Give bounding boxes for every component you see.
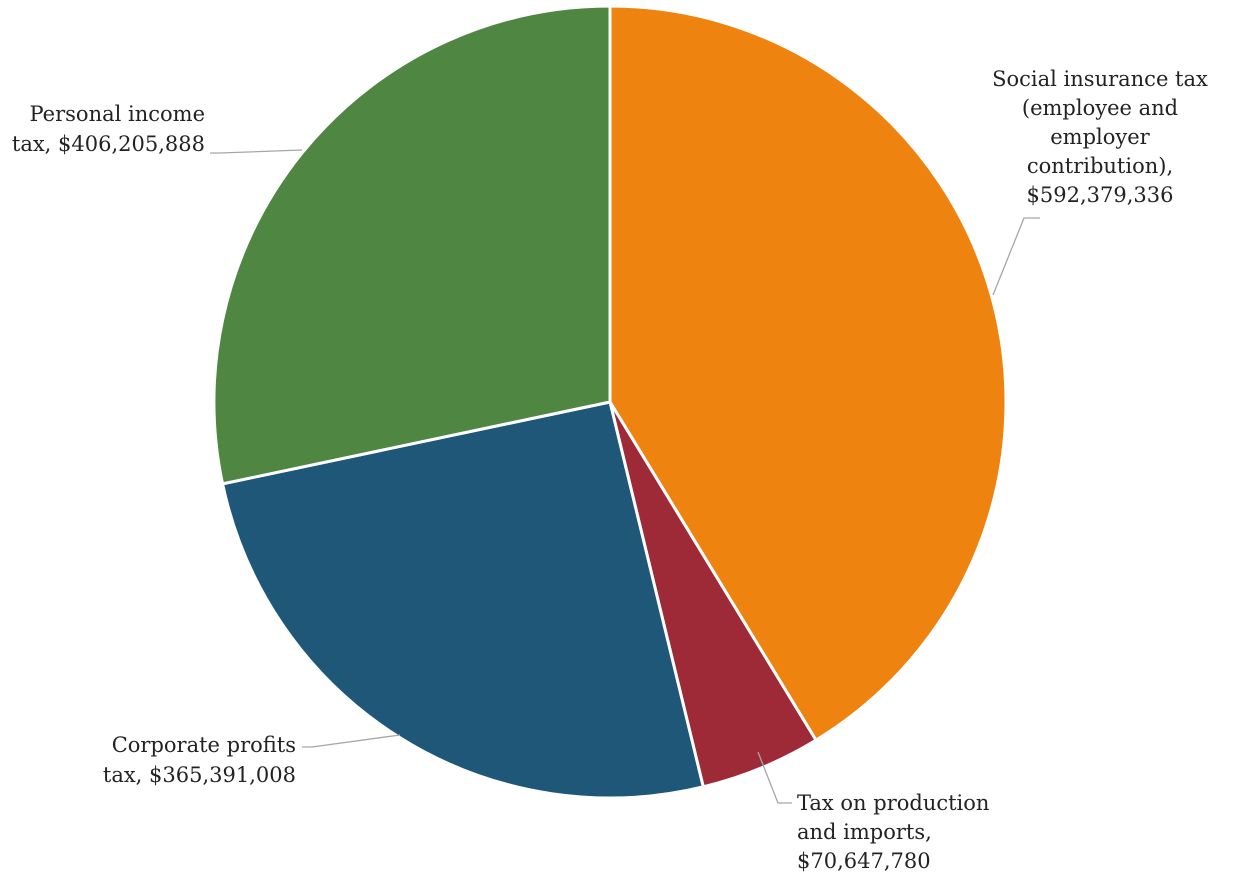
- data-label-line: tax, $406,205,888: [12, 132, 205, 156]
- data-label-line: employer: [1050, 125, 1150, 149]
- leader-line-tax-on-production-and-imports: [757, 751, 792, 804]
- leader-lines-group: [210, 149, 1040, 804]
- data-label-social-insurance-tax-employee-and-employer-contribution: Social insurance tax (employee and employe…: [992, 67, 1208, 207]
- leader-line-social-insurance-tax-employee-and-employer-contribution: [992, 217, 1040, 296]
- pie-slice-personal-income-tax: [212, 4, 612, 486]
- leader-line-corporate-profits-tax: [302, 734, 401, 748]
- data-label-line: Social insurance tax: [992, 67, 1208, 91]
- leader-line-personal-income-tax: [210, 149, 303, 154]
- pie-slice-social-insurance-tax-employee-and-employer-contribution: [608, 4, 1008, 743]
- pie-slice-corporate-profits-tax: [220, 400, 706, 800]
- data-label-corporate-profits-tax: Corporate profits tax, $365,391,008: [103, 733, 296, 787]
- labels-group: Social insurance tax (employee and employe…: [12, 67, 1208, 873]
- data-label-line: $592,379,336: [1027, 183, 1174, 207]
- data-label-line: contribution),: [1027, 154, 1173, 178]
- data-label-line: Tax on production: [797, 791, 989, 815]
- data-label-line: (employee and: [1022, 96, 1178, 120]
- data-label-line: tax, $365,391,008: [103, 763, 296, 787]
- data-label-line: $70,647,780: [797, 849, 931, 873]
- slices-group: [212, 4, 1008, 800]
- data-label-line: and imports,: [797, 820, 932, 844]
- data-label-line: Corporate profits: [112, 733, 296, 757]
- data-label-tax-on-production-and-imports: Tax on production and imports, $70,647,780: [797, 791, 989, 873]
- data-label-line: Personal income: [30, 102, 206, 126]
- data-label-personal-income-tax: Personal income tax, $406,205,888: [12, 102, 205, 156]
